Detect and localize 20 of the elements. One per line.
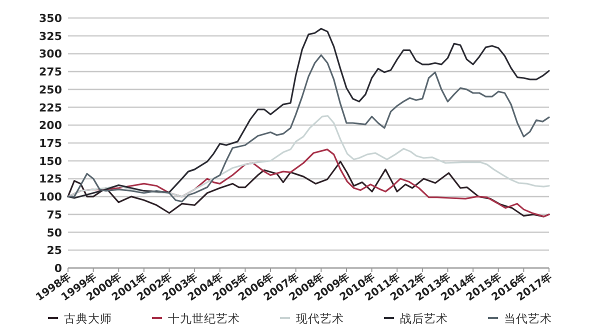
legend-label: 古典大师 xyxy=(64,312,112,326)
y-tick-label: 25 xyxy=(46,244,62,258)
legend-label: 十九世纪艺术 xyxy=(168,312,240,326)
y-tick-label: 300 xyxy=(39,48,62,61)
y-tick-label: 350 xyxy=(39,12,62,25)
y-tick-label: 325 xyxy=(39,30,62,43)
y-tick-label: 275 xyxy=(39,66,62,79)
legend-label: 战后艺术 xyxy=(400,312,448,326)
y-tick-label: 100 xyxy=(39,190,62,204)
y-tick-label: 50 xyxy=(46,226,62,240)
legend-label: 现代艺术 xyxy=(296,312,344,326)
y-tick-label: 150 xyxy=(39,154,62,168)
y-tick-label: 225 xyxy=(39,101,62,114)
y-tick-label: 200 xyxy=(39,119,62,132)
legend-label: 当代艺术 xyxy=(504,312,552,326)
y-tick-label: 0 xyxy=(54,262,62,275)
y-tick-label: 75 xyxy=(46,208,62,222)
y-tick-label: 125 xyxy=(39,172,62,186)
y-tick-label: 250 xyxy=(39,83,62,96)
y-tick-label: 175 xyxy=(39,137,62,150)
